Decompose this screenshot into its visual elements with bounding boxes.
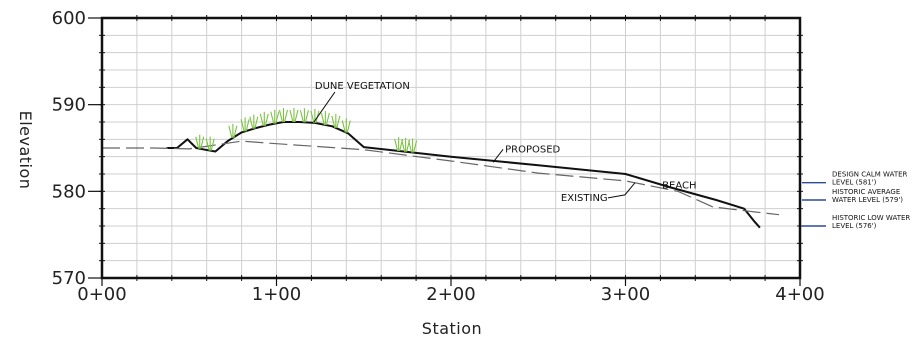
series-line-proposed — [166, 121, 761, 229]
vegetation-tuft-icon — [205, 136, 215, 151]
vegetation-tuft-icon — [270, 109, 280, 124]
vegetation-tuft-icon — [195, 134, 205, 149]
dune-vegetation — [195, 108, 418, 153]
vegetation-tuft-icon — [320, 110, 330, 126]
grid — [102, 18, 800, 278]
water-level-label: LEVEL (576') — [832, 222, 877, 230]
vegetation-tuft-icon — [408, 138, 418, 153]
water-level-label: WATER LEVEL (579') — [832, 196, 903, 204]
annotation-leader-line — [492, 149, 504, 163]
water-level-label: HISTORIC AVERAGE — [832, 188, 900, 196]
x-tick-label: 0+00 — [77, 284, 126, 305]
water-level-label: DESIGN CALM WATER — [832, 171, 908, 179]
vegetation-tuft-icon — [289, 108, 299, 123]
annotation-leader-line — [313, 91, 336, 123]
y-tick-label: 590 — [52, 95, 86, 116]
annotations: DUNE VEGETATION PROPOSED BEACH EXISTING — [313, 81, 697, 204]
vegetation-tuft-icon — [259, 111, 269, 127]
x-tick-label: 3+00 — [601, 284, 650, 305]
annotation-leader-line — [607, 182, 636, 199]
annotation-beach: BEACH — [662, 181, 696, 192]
x-tick-label: 1+00 — [252, 284, 301, 305]
annotation-proposed: PROPOSED — [505, 144, 560, 155]
annotation-existing: EXISTING — [561, 193, 608, 204]
y-tick-label: 600 — [52, 8, 86, 29]
vegetation-tuft-icon — [228, 123, 238, 138]
tick-labels: 570 580 590 600 0+00 1+00 2+00 3+00 4+00 — [52, 8, 825, 305]
y-axis-title: Elevation — [16, 111, 35, 190]
series — [102, 121, 780, 229]
water-level-label: LEVEL (581') — [832, 179, 877, 187]
annotation-dune-vegetation: DUNE VEGETATION — [315, 81, 410, 92]
water-level-label: HISTORIC LOW WATER — [832, 214, 910, 222]
vegetation-tuft-icon — [249, 114, 259, 129]
y-tick-label: 570 — [52, 268, 86, 289]
vegetation-tuft-icon — [341, 118, 351, 133]
vegetation-tuft-icon — [278, 108, 289, 123]
vegetation-tuft-icon — [331, 113, 341, 129]
series-line-existing — [102, 140, 780, 216]
x-tick-label: 4+00 — [775, 284, 824, 305]
y-tick-label: 580 — [52, 181, 86, 202]
x-axis-title: Station — [422, 319, 482, 338]
vegetation-tuft-icon — [240, 117, 250, 132]
vegetation-tuft-icon — [299, 108, 309, 123]
x-tick-label: 2+00 — [426, 284, 475, 305]
